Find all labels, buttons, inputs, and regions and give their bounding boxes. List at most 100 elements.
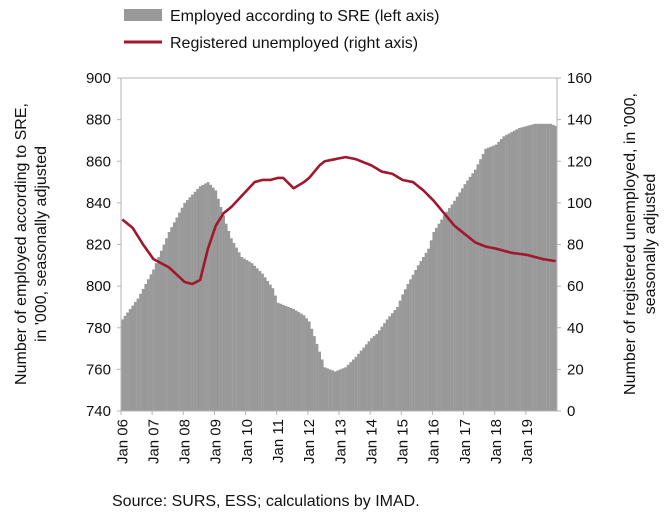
employed-bar [263, 277, 267, 411]
x-tick-label: Jan 07 [145, 419, 162, 464]
x-tick-label: Jan 09 [208, 419, 225, 464]
left-tick-label: 840 [86, 195, 111, 212]
right-axis-title-line1: Number of registered unemployed, in '000… [622, 93, 639, 395]
employed-bar [471, 173, 475, 411]
employed-bar [544, 123, 547, 411]
left-axis-title-line1: Number of employed according to SRE, [13, 103, 30, 385]
employed-bar [481, 153, 485, 411]
employed-bar [133, 302, 137, 411]
employed-bar [489, 146, 493, 411]
employed-bar [242, 258, 246, 411]
employed-bar [422, 256, 425, 411]
x-tick-label: Jan 16 [426, 419, 443, 464]
employed-bar [445, 211, 449, 411]
employed-bar [341, 368, 345, 411]
left-tick-label: 820 [86, 237, 111, 254]
employed-bar [448, 208, 451, 411]
employed-bar [344, 367, 347, 411]
employed-bar [411, 274, 415, 411]
left-axis-title-line2: in '000, seasonally adjusted [33, 146, 50, 342]
employed-bar [414, 270, 418, 411]
employed-bar [349, 362, 353, 411]
employed-bar [458, 192, 462, 411]
x-tick-label: Jan 18 [488, 419, 505, 464]
employed-bar [359, 350, 363, 411]
employed-bar [380, 326, 384, 411]
employed-bar [507, 133, 511, 411]
employed-bar [297, 312, 301, 411]
employed-bar [437, 223, 441, 411]
employed-bar [307, 321, 311, 411]
employed-bar [546, 123, 550, 411]
right-tick-label: 140 [567, 112, 592, 129]
employed-bar [525, 125, 529, 412]
employed-bar [520, 127, 524, 411]
employed-bar [123, 315, 127, 411]
employed-bar [551, 124, 555, 411]
x-tick-label: Jan 12 [301, 419, 318, 464]
employed-bar [206, 182, 210, 411]
employed-bar [315, 343, 319, 411]
left-tick-label: 880 [86, 112, 111, 129]
employed-bar [377, 330, 381, 411]
employed-bar [289, 307, 293, 411]
employed-bar [271, 288, 275, 411]
employed-bar [427, 248, 430, 411]
employed-bar [432, 232, 436, 411]
employed-bar [292, 309, 296, 411]
left-tick-label: 860 [86, 153, 111, 170]
employed-bar [310, 328, 314, 411]
right-tick-label: 120 [567, 153, 592, 170]
employed-bar [294, 310, 298, 411]
employed-bar [261, 273, 264, 411]
employed-bar [442, 215, 446, 411]
employed-bar [222, 215, 225, 411]
employed-bar [484, 148, 488, 411]
employed-bar [170, 227, 174, 411]
employed-bar [253, 265, 257, 411]
employed-bar [266, 280, 270, 411]
employed-bar [385, 319, 389, 411]
employed-bar [429, 240, 433, 411]
employed-bar [235, 247, 238, 411]
employed-bar [128, 309, 132, 411]
employed-bar [224, 223, 228, 411]
legend-unemployed-label: Registered unemployed (right axis) [170, 35, 418, 52]
employed-bar [333, 371, 337, 411]
employed-bar [250, 263, 254, 411]
employed-bar [533, 123, 537, 411]
employed-bar [463, 184, 467, 411]
employed-bar [406, 284, 410, 411]
right-tick-label: 40 [567, 320, 584, 337]
employed-bar [204, 183, 207, 411]
employed-bar [416, 265, 420, 411]
x-tick-label: Jan 15 [395, 419, 412, 464]
employed-bar [318, 351, 321, 411]
employed-bar [237, 252, 241, 411]
employed-bar [476, 164, 480, 411]
right-axis-title-line2: seasonally adjusted [642, 174, 659, 315]
employed-bar [497, 141, 501, 411]
employed-bar [492, 145, 495, 411]
employed-bar [453, 200, 456, 411]
employed-bar [287, 306, 290, 411]
employed-bar [336, 370, 340, 411]
unemployed-line [121, 155, 556, 286]
employed-bar [185, 200, 189, 411]
employed-bar [172, 222, 176, 411]
employed-bar [157, 256, 161, 411]
employed-bar [351, 359, 355, 411]
x-tick-label: Jan 13 [332, 419, 349, 464]
right-tick-label: 20 [567, 361, 584, 378]
x-tick-label: Jan 19 [519, 419, 536, 464]
employed-bar [523, 126, 527, 411]
employed-bar [152, 269, 155, 411]
employed-bar [219, 207, 223, 411]
employed-bar [499, 139, 503, 412]
employed-bar [188, 197, 192, 411]
employed-bar [211, 187, 215, 411]
right-tick-label: 0 [567, 403, 575, 420]
source-note: Source: SURS, ESS; calculations by IMAD. [112, 493, 420, 510]
employed-bar [549, 123, 552, 411]
x-tick-label: Jan 08 [177, 419, 194, 464]
